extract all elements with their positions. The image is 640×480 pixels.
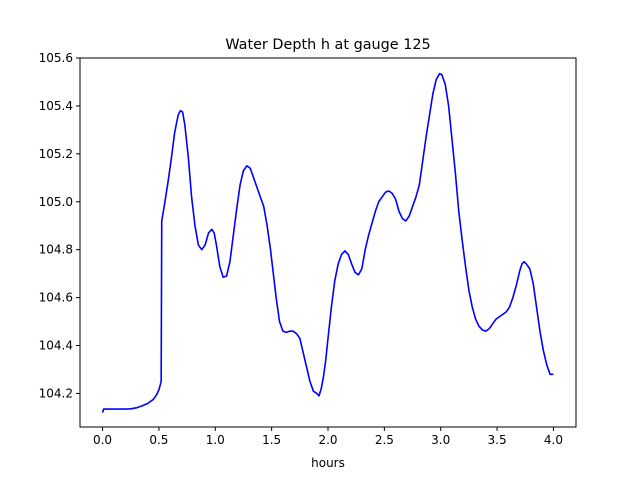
y-axis: 104.2 104.4 104.6 104.8 105.0 105.2 105.4 105.6 bbox=[39, 51, 80, 400]
y-tick-label: 105.0 bbox=[39, 195, 73, 209]
x-tick-label: 1.0 bbox=[206, 433, 225, 447]
y-tick-label: 105.6 bbox=[39, 51, 73, 65]
x-tick-label: 4.0 bbox=[544, 433, 563, 447]
chart-title: Water Depth h at gauge 125 bbox=[225, 37, 430, 53]
plot-area-frame bbox=[79, 57, 577, 428]
y-tick-label: 104.6 bbox=[39, 291, 73, 305]
x-tick-label: 3.5 bbox=[488, 433, 507, 447]
y-tick-label: 105.4 bbox=[39, 99, 73, 113]
y-tick-label: 104.4 bbox=[39, 339, 73, 353]
series-line-0 bbox=[101, 72, 554, 413]
x-tick-label: 0.5 bbox=[149, 433, 168, 447]
x-tick-label: 1.5 bbox=[262, 433, 281, 447]
x-tick-label: 3.0 bbox=[431, 433, 450, 447]
x-tick-label: 0.0 bbox=[93, 433, 112, 447]
series-layer bbox=[101, 72, 554, 413]
x-axis: 0.0 0.5 1.0 1.5 2.0 2.5 3.0 3.5 4.0 bbox=[93, 427, 563, 447]
y-tick-label: 104.8 bbox=[39, 243, 73, 257]
x-tick-label: 2.5 bbox=[375, 433, 394, 447]
x-axis-label: hours bbox=[311, 456, 345, 470]
y-tick-label: 105.2 bbox=[39, 147, 73, 161]
x-tick-label: 2.0 bbox=[318, 433, 337, 447]
y-tick-label: 104.2 bbox=[39, 386, 73, 400]
